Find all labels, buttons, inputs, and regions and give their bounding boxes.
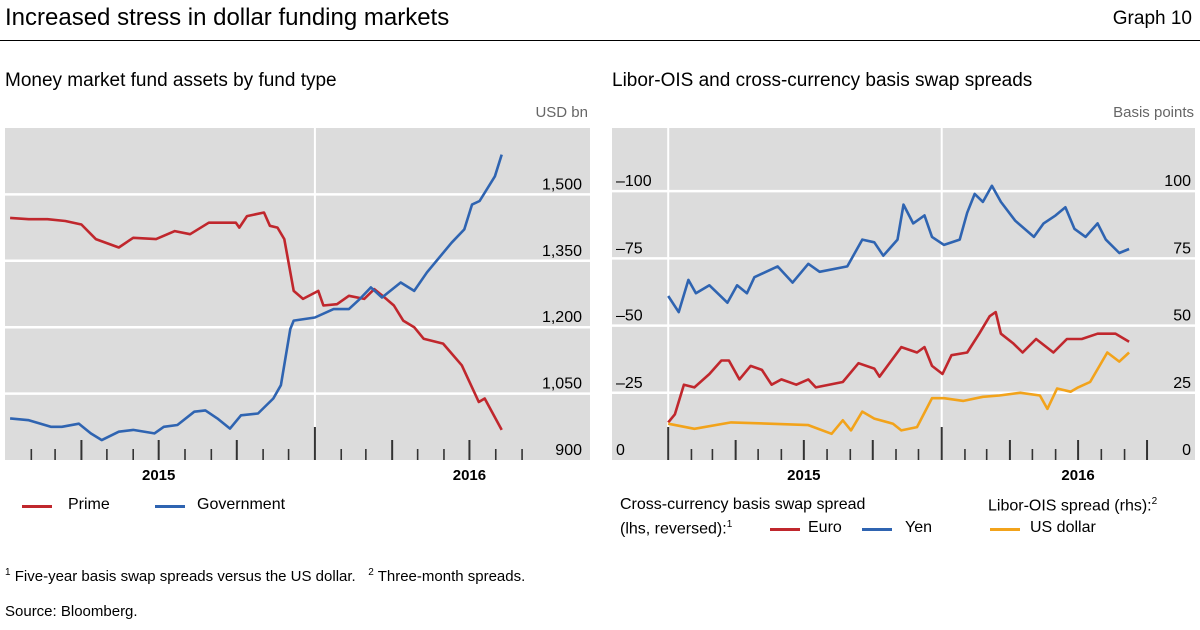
footnote-ref-2: 2 — [1151, 496, 1158, 507]
footnote-2-mark: 2 — [368, 567, 374, 578]
legend-label-euro: Euro — [808, 519, 842, 536]
footnote-1-text: Five-year basis swap spreads versus the … — [14, 568, 356, 585]
series-line-prime — [10, 211, 503, 431]
y-tick-label: 1,350 — [542, 243, 582, 260]
series-line-euro — [667, 310, 1130, 424]
series-line-government — [9, 154, 503, 442]
legend-liborois-line1: Libor-OIS spread (rhs): — [988, 497, 1152, 515]
legend-label-government: Government — [197, 496, 286, 513]
legend-swatch-euro — [770, 528, 800, 531]
x-tick-label: 2015 — [787, 467, 820, 484]
y-left-tick-label: –25 — [616, 375, 643, 392]
left-y-unit: USD bn — [535, 104, 588, 121]
right-chart: 0 –25 –50 –75 –100 0 25 50 75 100 2015 2016 — [612, 128, 1195, 484]
y-right-tick-label: 100 — [1164, 173, 1191, 190]
legend-swatch-us-dollar — [990, 528, 1020, 531]
right-y-unit: Basis points — [1113, 104, 1194, 121]
y-left-tick-label: 0 — [616, 442, 625, 459]
x-tick-label: 2016 — [1061, 467, 1094, 484]
legend-swatch-prime — [22, 505, 52, 508]
legend-basis-line2: (lhs, reversed): — [620, 520, 727, 538]
left-chart-title: Money market fund assets by fund type — [5, 70, 337, 91]
legend-label-prime: Prime — [68, 496, 110, 513]
y-left-tick-label: –100 — [616, 173, 652, 190]
source-note: Source: Bloomberg. — [5, 603, 138, 620]
y-right-tick-label: 75 — [1173, 240, 1191, 257]
x-tick-label: 2015 — [142, 467, 175, 484]
x-tick-label: 2016 — [453, 467, 486, 484]
y-tick-label: 1,050 — [542, 376, 582, 393]
plot-area — [612, 128, 1195, 460]
y-right-tick-label: 25 — [1173, 375, 1191, 392]
y-right-tick-label: 0 — [1182, 442, 1191, 459]
legend-swatch-yen — [862, 528, 892, 531]
footnote-ref-1: 1 — [726, 519, 733, 530]
y-left-tick-label: –50 — [616, 308, 643, 325]
legend-label-us-dollar: US dollar — [1030, 519, 1096, 536]
y-right-tick-label: 50 — [1173, 308, 1191, 325]
series-line-us-dollar — [667, 351, 1130, 436]
legend-group-liborois-title: Libor-OIS spread (rhs):2 — [988, 496, 1157, 515]
title-rule — [0, 40, 1200, 41]
y-tick-label: 1,500 — [542, 176, 582, 193]
footnote-1-mark: 1 — [5, 567, 11, 578]
legend-group-basis-subtitle: (lhs, reversed):1 — [620, 519, 732, 538]
footnotes: 1 Five-year basis swap spreads versus th… — [5, 567, 525, 585]
legend-swatch-government — [155, 505, 185, 508]
graph-number: Graph 10 — [1112, 8, 1192, 29]
graph-title: Increased stress in dollar funding marke… — [5, 4, 450, 31]
y-tick-label: 900 — [555, 442, 582, 459]
series-line-yen — [667, 184, 1130, 314]
footnote-2-text: Three-month spreads. — [377, 568, 526, 585]
legend-basis-line1: Cross-currency basis swap spread — [620, 496, 866, 513]
legend-label-yen: Yen — [905, 519, 932, 536]
y-left-tick-label: –75 — [616, 240, 643, 257]
legend-group-basis-title: Cross-currency basis swap spread — [620, 496, 865, 514]
y-tick-label: 1,200 — [542, 309, 582, 326]
right-chart-title: Libor-OIS and cross-currency basis swap … — [612, 70, 1033, 91]
left-chart: 900 1,050 1,200 1,350 1,500 2015 2016 — [5, 128, 590, 484]
